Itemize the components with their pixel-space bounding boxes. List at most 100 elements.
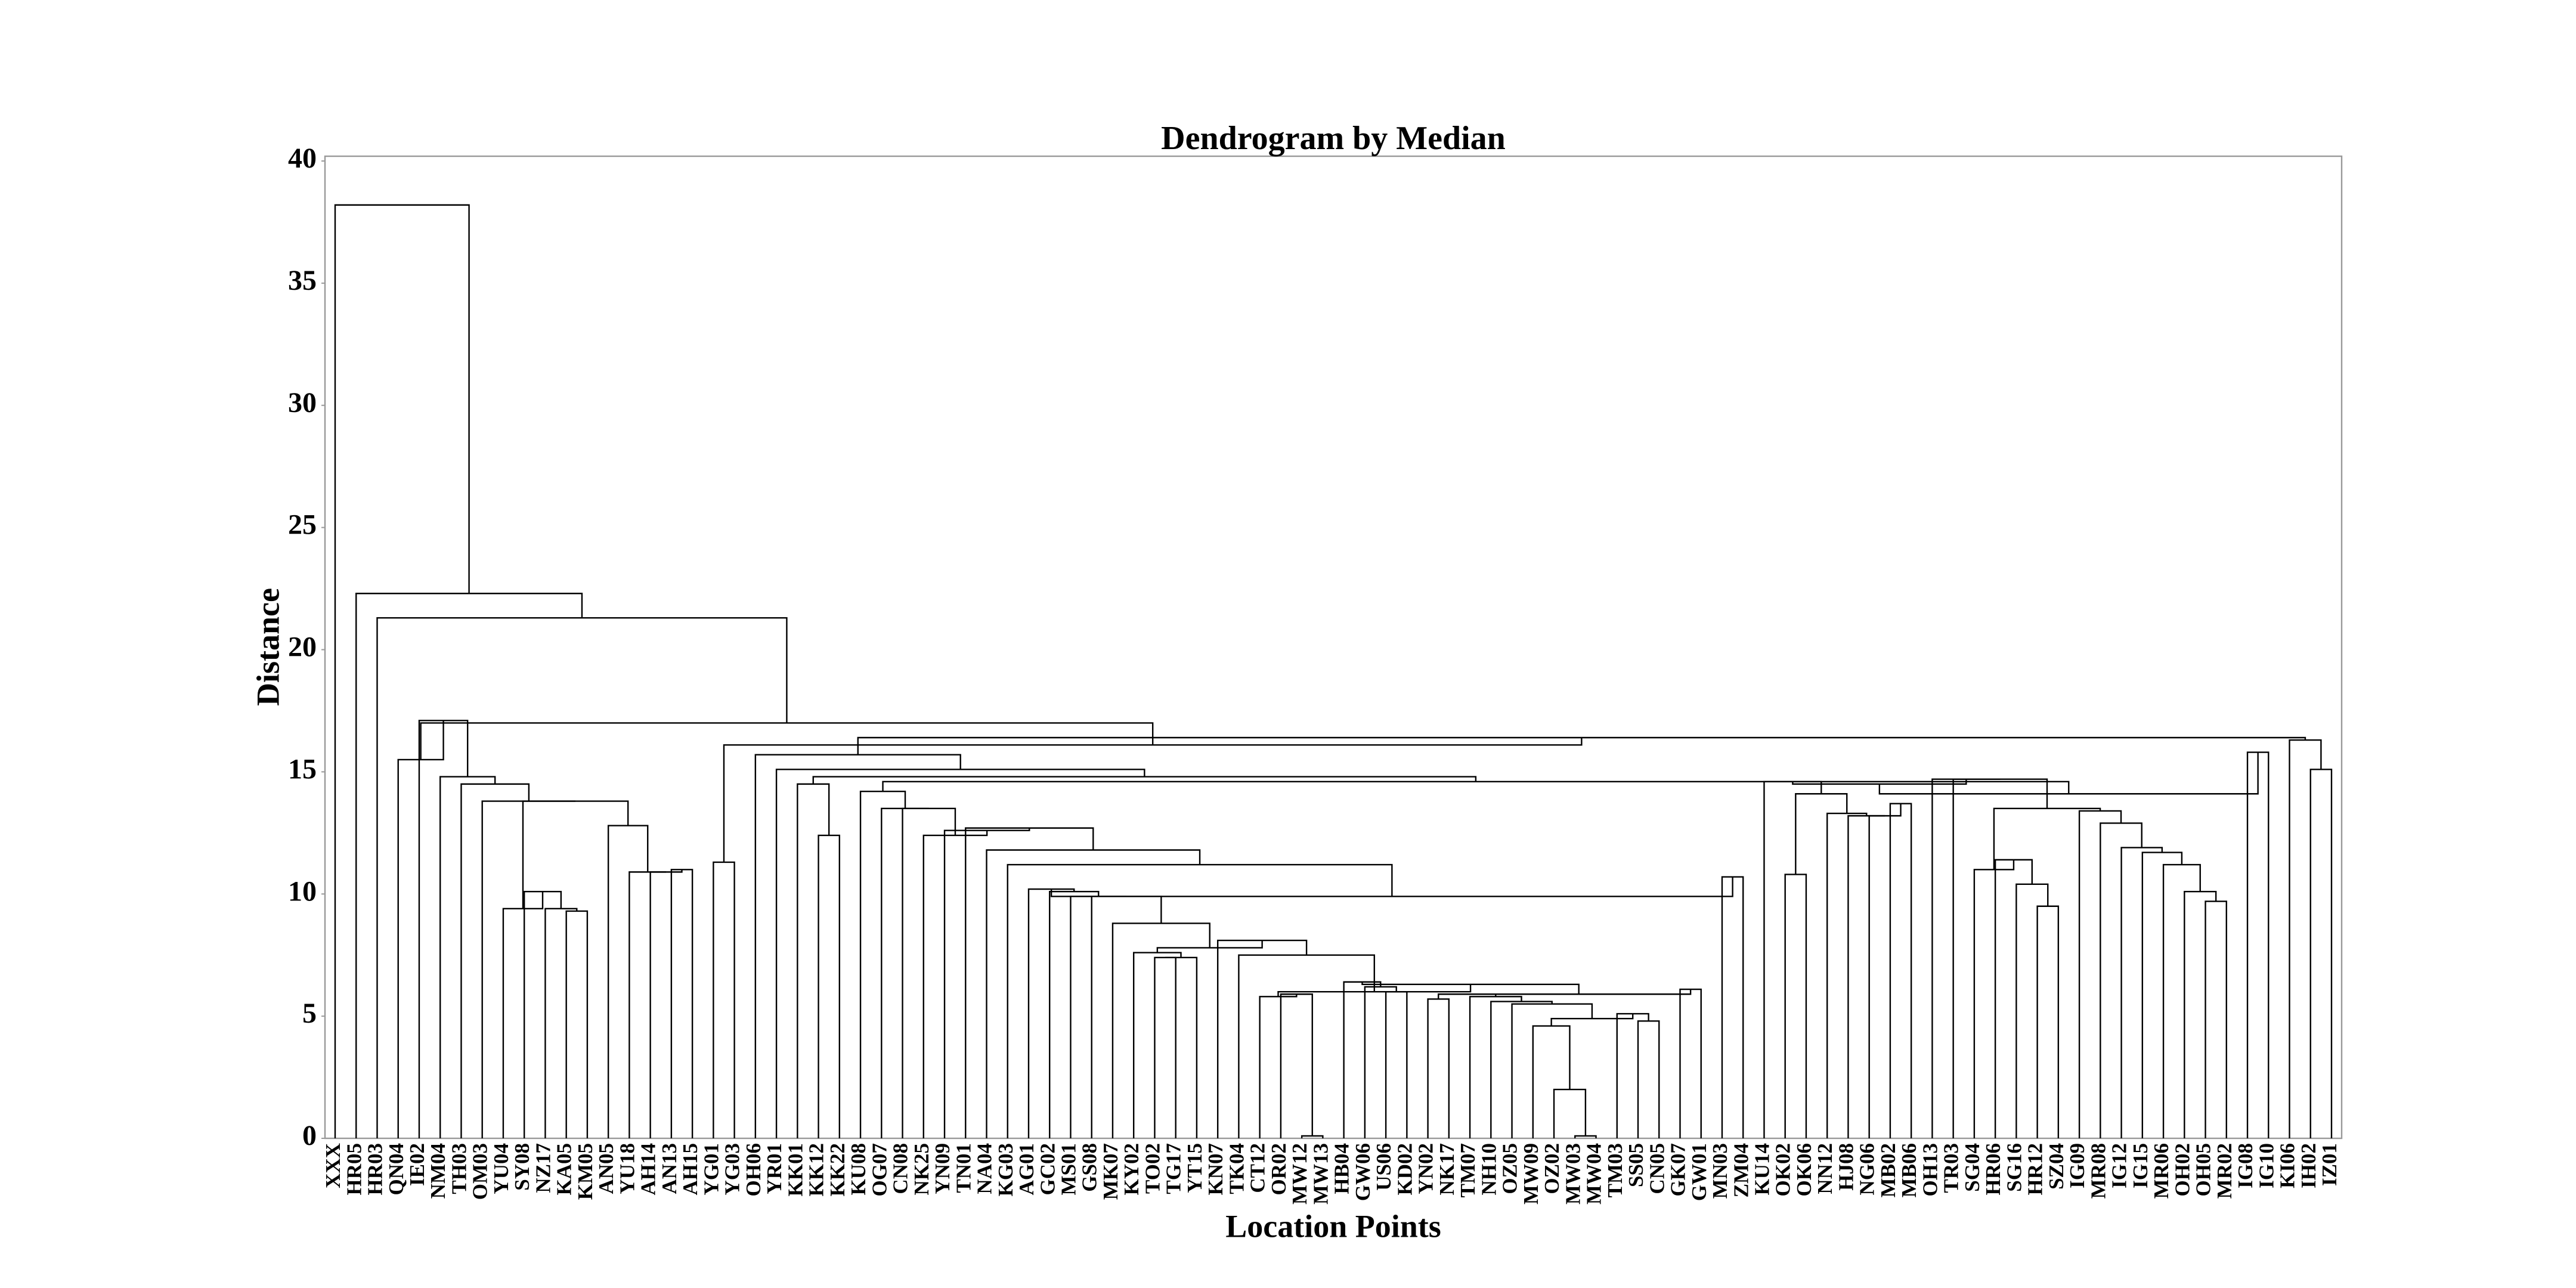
leaf-label: OZ05: [1498, 1143, 1522, 1194]
leaf-label: YG03: [721, 1143, 744, 1196]
leaf-label: GS08: [1078, 1143, 1101, 1192]
leaf-label: TO02: [1141, 1143, 1164, 1194]
leaf-label: IH02: [2297, 1143, 2320, 1188]
dendrogram-link: [1154, 956, 1176, 1138]
x-axis-label: Location Points: [1225, 1208, 1441, 1244]
leaf-label: TR03: [1940, 1143, 1963, 1193]
dendrogram-link: [628, 871, 667, 1138]
dendrogram-link: [2246, 751, 2270, 1138]
leaf-label: HR12: [2024, 1143, 2047, 1196]
leaf-label: ZM04: [1729, 1143, 1753, 1197]
leaf-label: NN12: [1813, 1143, 1837, 1194]
leaf-label: IG09: [2066, 1143, 2089, 1188]
leaf-label: XXX: [321, 1143, 345, 1188]
leaf-label: YT15: [1183, 1143, 1206, 1193]
dendrogram-link: [1931, 778, 2001, 1138]
leaf-label: GW06: [1351, 1143, 1374, 1201]
leaf-label: OK02: [1772, 1143, 1795, 1196]
dendrogram-link: [1216, 939, 1308, 1138]
leaf-label: IG15: [2129, 1143, 2152, 1188]
y-tick-label: 40: [288, 143, 317, 174]
dendrogram-link: [1438, 993, 1497, 999]
leaf-label: MW04: [1583, 1143, 1606, 1205]
dendrogram-link: [1511, 1003, 1593, 1138]
dendrogram-link: [1973, 859, 2015, 1138]
leaf-label: SG16: [2002, 1143, 2026, 1192]
leaf-label: IE02: [405, 1143, 429, 1186]
leaf-label: AN05: [595, 1143, 618, 1194]
leaf-label: MB06: [1897, 1143, 1921, 1197]
leaf-label: HR06: [1981, 1143, 2005, 1196]
leaf-label: OR02: [1267, 1143, 1290, 1196]
dendrogram-link: [1847, 815, 1885, 1138]
leaf-label: CN05: [1645, 1143, 1668, 1194]
leaf-label: HR03: [364, 1143, 387, 1196]
leaf-label: NM04: [426, 1143, 450, 1199]
leaf-label: SZ04: [2045, 1143, 2068, 1190]
dendrogram-link: [1156, 940, 1263, 953]
leaf-label: OH02: [2171, 1143, 2194, 1196]
leaf-label: OG07: [868, 1143, 891, 1196]
dendrogram-link: [2120, 847, 2163, 1138]
leaf-label: SS05: [1624, 1143, 1648, 1187]
leaf-label: MK07: [1099, 1143, 1122, 1200]
chart-title: Dendrogram by Median: [1161, 120, 1506, 157]
dendrogram-link: [481, 800, 576, 1138]
leaf-label: AN13: [658, 1143, 681, 1194]
leaf-label: IG08: [2234, 1143, 2257, 1188]
dendrogram-link: [397, 720, 444, 1138]
dendrogram-link: [775, 769, 1145, 1138]
leaf-label: OH06: [742, 1143, 765, 1196]
leaf-label: OM03: [469, 1143, 492, 1200]
leaf-label: MW12: [1288, 1143, 1311, 1205]
leaf-label: MN03: [1708, 1143, 1732, 1199]
dendrogram-link: [943, 828, 1030, 1138]
leaf-label: KM05: [574, 1143, 597, 1200]
plot-frame: [324, 155, 2343, 1140]
leaf-label: MW03: [1561, 1143, 1584, 1205]
leaf-label: MR06: [2150, 1143, 2173, 1199]
dendrogram-link: [1467, 989, 1692, 995]
y-axis-label: Distance: [250, 588, 286, 706]
leaf-label: YN09: [931, 1143, 954, 1194]
leaf-label: KN07: [1204, 1143, 1227, 1196]
leaf-label: KA05: [553, 1143, 576, 1196]
leaf-label: YN02: [1414, 1143, 1438, 1194]
dendrogram-link: [1993, 807, 2101, 870]
leaf-label: KU08: [847, 1143, 870, 1196]
leaf-label: TM03: [1603, 1143, 1627, 1197]
leaf-label: MW13: [1309, 1143, 1332, 1205]
leaf-label: TK04: [1225, 1143, 1248, 1194]
leaf-label: OH13: [1918, 1143, 1942, 1196]
leaf-label: NH10: [1477, 1143, 1500, 1196]
leaf-label: KK22: [826, 1143, 849, 1196]
leaf-label: NK17: [1435, 1143, 1459, 1196]
dendrogram-link: [1050, 877, 1733, 897]
y-tick-label: 15: [288, 753, 317, 785]
leaf-label: TN01: [952, 1143, 975, 1193]
leaf-label: KD02: [1393, 1143, 1416, 1196]
dendrogram-link: [2289, 739, 2322, 1138]
leaf-label: KY02: [1120, 1143, 1143, 1196]
leaf-label: GK07: [1667, 1143, 1690, 1196]
leaf-label: MR02: [2213, 1143, 2236, 1199]
leaf-label: MB02: [1877, 1143, 1900, 1197]
dendrogram-link: [1679, 988, 1702, 1138]
leaf-label: OK06: [1792, 1143, 1816, 1196]
leaf-label: CN08: [889, 1143, 912, 1194]
dendrogram-link: [1889, 803, 1912, 1138]
leaf-label: HB04: [1330, 1143, 1354, 1194]
leaf-label: KG03: [994, 1143, 1017, 1196]
leaf-label: IG10: [2255, 1143, 2278, 1188]
y-tick-label: 0: [302, 1120, 317, 1151]
leaf-label: YU04: [490, 1143, 513, 1194]
dendrogram-link: [1532, 1025, 1571, 1138]
dendrogram-link: [523, 890, 562, 1138]
leaf-label: AH14: [637, 1143, 660, 1196]
leaf-label: QN04: [385, 1143, 408, 1196]
leaf-label: YR01: [763, 1143, 786, 1194]
y-tick-label: 10: [288, 875, 317, 907]
leaf-label: GC02: [1036, 1143, 1059, 1196]
